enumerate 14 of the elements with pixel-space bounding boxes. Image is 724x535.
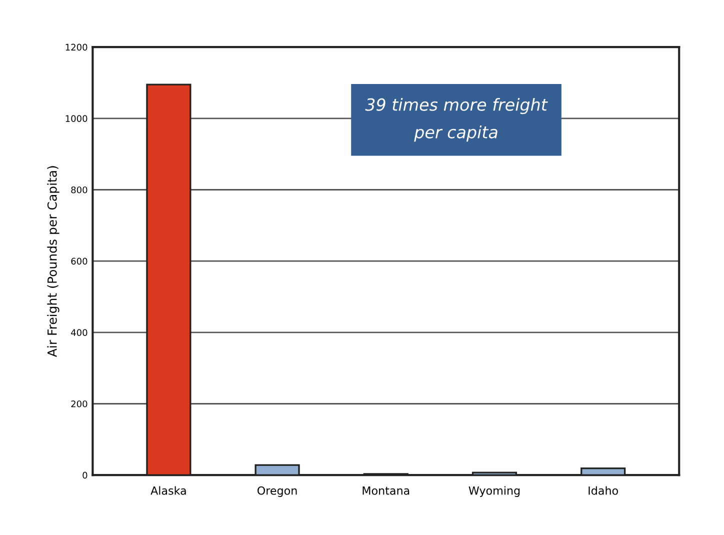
y-tick-label: 0 xyxy=(82,472,88,479)
y-tick-label: 200 xyxy=(71,400,88,408)
y-tick-label: 1000 xyxy=(66,115,88,122)
x-tick-label: Idaho xyxy=(588,486,618,495)
y-tick-label: 800 xyxy=(71,186,88,194)
x-tick-label: Montana xyxy=(362,486,410,495)
y-tick-label: 600 xyxy=(71,258,88,265)
x-tick-label: Alaska xyxy=(150,486,186,495)
y-tick-label: 1200 xyxy=(66,44,88,51)
y-tick-label: 400 xyxy=(71,329,88,336)
x-tick-label: Oregon xyxy=(258,486,297,497)
x-tick-label: Wyoming xyxy=(468,486,520,497)
y-axis-title: Air Freight (Pounds per Capita) xyxy=(47,166,60,357)
annotation: 39 times more freight per capita xyxy=(365,98,548,142)
